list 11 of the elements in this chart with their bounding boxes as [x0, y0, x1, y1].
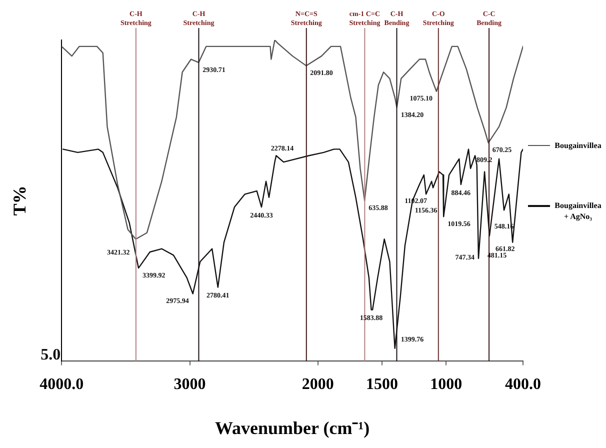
x-axis-title: Wavenumber (cm⁻¹)	[215, 418, 370, 438]
x-tick-label: 4000.0	[40, 376, 84, 393]
y-axis-title: T%	[9, 186, 30, 216]
x-tick-label: 1500	[366, 376, 398, 393]
x-tick-label: 1000	[430, 376, 462, 393]
legend-label: Bougainvillea + AgNo₃	[554, 200, 602, 222]
x-tick-label: 400.0	[505, 376, 541, 393]
text: 5.0	[40, 346, 61, 364]
legend-label: Bougainvillea	[554, 140, 602, 151]
x-tick-label: 3000	[174, 376, 206, 393]
x-tick-label: 2000	[302, 376, 334, 393]
